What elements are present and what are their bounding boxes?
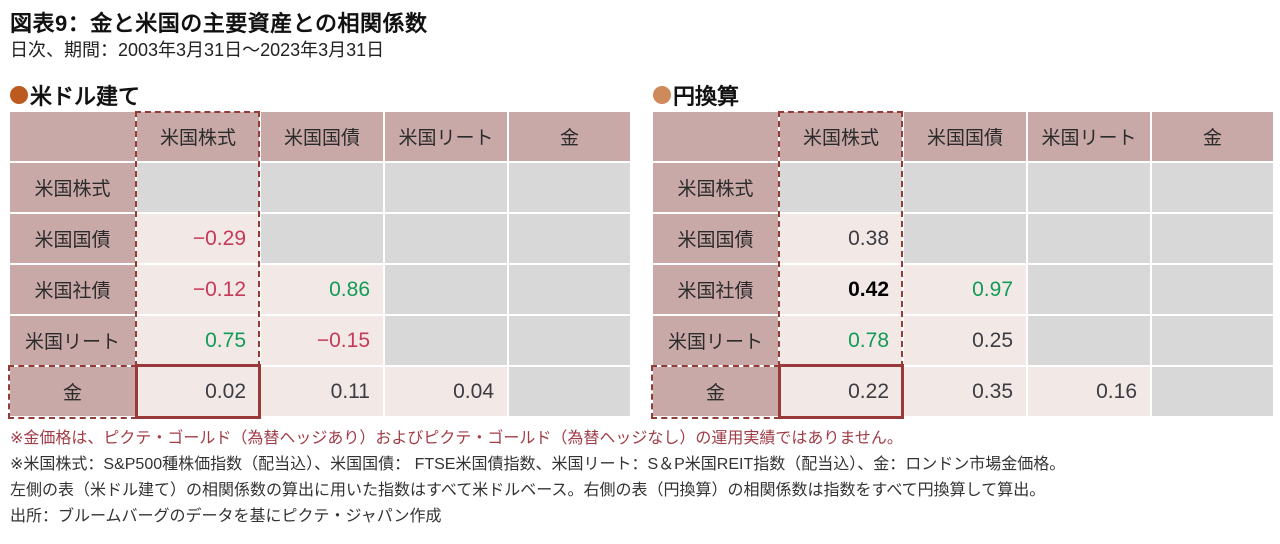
corr-cell: 0.42	[780, 265, 902, 314]
col-header: 米国リート	[385, 112, 507, 161]
footnote-line: 左側の表（米ドル建て）の相関係数の算出に用いた指数はすべて米ドルベース。右側の表…	[10, 482, 1046, 499]
corr-cell-empty	[137, 163, 259, 212]
corr-cell: −0.15	[261, 316, 383, 365]
footnote-line: ※米国株式：S&P500種株価指数（配当込）、米国国債： FTSE米国債指数、米…	[10, 456, 1066, 473]
corr-cell: 0.02	[137, 367, 259, 416]
corr-cell: 0.86	[261, 265, 383, 314]
panel-jpy-table: 円換算 米国株式 米国国債 米国リート金米国株式 米国国債 0.38 米国社債 0.42 0.9…	[651, 80, 1277, 419]
figure-subtitle: 日次、期間：2003年3月31日～2023年3月31日	[10, 40, 385, 60]
corr-cell-empty	[509, 316, 630, 365]
corr-cell-empty	[509, 214, 630, 263]
corr-cell: −0.29	[137, 214, 259, 263]
col-header: 米国株式	[780, 112, 902, 161]
row-header: 米国株式	[10, 163, 135, 212]
corr-cell-empty	[261, 214, 383, 263]
corr-cell-empty	[385, 214, 507, 263]
row-header: 米国リート	[10, 316, 135, 365]
col-header: 米国リート	[1028, 112, 1150, 161]
corner-cell	[10, 112, 135, 161]
corr-cell: 0.78	[780, 316, 902, 365]
corr-cell: −0.12	[137, 265, 259, 314]
corr-cell: 0.11	[261, 367, 383, 416]
corr-cell: 0.35	[904, 367, 1026, 416]
corr-cell: 0.04	[385, 367, 507, 416]
correlation-table: 米国株式 米国国債 米国リート金米国株式 米国国債 −0.29 米国社債 −0.12 0.86…	[10, 112, 630, 416]
corr-cell-empty	[1028, 214, 1150, 263]
row-header: 米国社債	[653, 265, 778, 314]
corr-cell-empty	[1152, 316, 1273, 365]
section-label-text: 米ドル建て	[30, 84, 141, 109]
footnotes: ※金価格は、ピクテ・ゴールド（為替ヘッジあり）およびピクテ・ゴールド（為替ヘッジ…	[10, 426, 1272, 530]
col-header: 米国株式	[137, 112, 259, 161]
corr-cell-empty	[1152, 265, 1273, 314]
corr-cell-empty	[780, 163, 902, 212]
corr-cell: 0.97	[904, 265, 1026, 314]
corr-cell-empty	[1028, 316, 1150, 365]
corr-cell-empty	[904, 163, 1026, 212]
correlation-table-wrap: 米国株式 米国国債 米国リート金米国株式 米国国債 −0.29 米国社債 −0.12 0.86…	[8, 111, 634, 419]
section-label: 円換算	[653, 80, 1277, 110]
corr-cell-empty	[509, 265, 630, 314]
corr-cell: 0.75	[137, 316, 259, 365]
corr-cell-empty	[385, 316, 507, 365]
corr-cell-empty	[261, 163, 383, 212]
panel-usd-table: 米ドル建て 米国株式 米国国債 米国リート金米国株式 米国国債 −0.29 米国社債 −0.1…	[8, 80, 634, 419]
row-header: 金	[10, 367, 135, 416]
corr-cell: 0.22	[780, 367, 902, 416]
corr-cell-empty	[385, 163, 507, 212]
col-header: 米国国債	[904, 112, 1026, 161]
corr-cell-empty	[509, 367, 630, 416]
corr-cell-empty	[509, 163, 630, 212]
figure-title: 図表9：金と米国の主要資産との相関係数	[10, 11, 428, 36]
corr-cell-empty	[904, 214, 1026, 263]
row-header: 米国株式	[653, 163, 778, 212]
corr-cell: 0.16	[1028, 367, 1150, 416]
correlation-table: 米国株式 米国国債 米国リート金米国株式 米国国債 0.38 米国社債 0.42 0.97 米国…	[653, 112, 1273, 416]
footnote-line: 出所：ブルームバーグのデータを基にピクテ・ジャパン作成	[10, 508, 442, 525]
corr-cell: 0.38	[780, 214, 902, 263]
corr-cell-empty	[1152, 163, 1273, 212]
corr-cell-empty	[1028, 163, 1150, 212]
corr-cell: 0.25	[904, 316, 1026, 365]
corner-cell	[653, 112, 778, 161]
section-bullet-icon	[653, 86, 671, 104]
corr-cell-empty	[385, 265, 507, 314]
footnote-line: ※金価格は、ピクテ・ゴールド（為替ヘッジあり）およびピクテ・ゴールド（為替ヘッジ…	[10, 430, 903, 447]
col-header: 米国国債	[261, 112, 383, 161]
corr-cell-empty	[1152, 367, 1273, 416]
row-header: 米国国債	[10, 214, 135, 263]
section-label-text: 円換算	[673, 84, 740, 109]
row-header: 金	[653, 367, 778, 416]
col-header: 金	[1152, 112, 1273, 161]
section-label: 米ドル建て	[10, 80, 634, 110]
row-header: 米国国債	[653, 214, 778, 263]
row-header: 米国社債	[10, 265, 135, 314]
col-header: 金	[509, 112, 630, 161]
corr-cell-empty	[1028, 265, 1150, 314]
section-bullet-icon	[10, 86, 28, 104]
row-header: 米国リート	[653, 316, 778, 365]
corr-cell-empty	[1152, 214, 1273, 263]
correlation-table-wrap: 米国株式 米国国債 米国リート金米国株式 米国国債 0.38 米国社債 0.42 0.97 米国…	[651, 111, 1277, 419]
